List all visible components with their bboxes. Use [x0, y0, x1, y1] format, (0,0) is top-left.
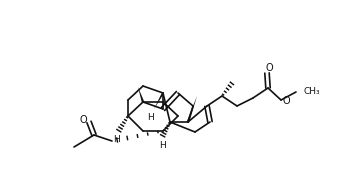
Polygon shape: [154, 92, 164, 109]
Text: H: H: [160, 140, 166, 149]
Text: O: O: [265, 63, 273, 73]
Polygon shape: [138, 87, 144, 102]
Text: O: O: [79, 115, 87, 125]
Polygon shape: [187, 96, 197, 122]
Text: O: O: [282, 96, 290, 106]
Text: H: H: [146, 112, 153, 121]
Text: H: H: [113, 136, 119, 145]
Text: CH₃: CH₃: [304, 87, 321, 96]
